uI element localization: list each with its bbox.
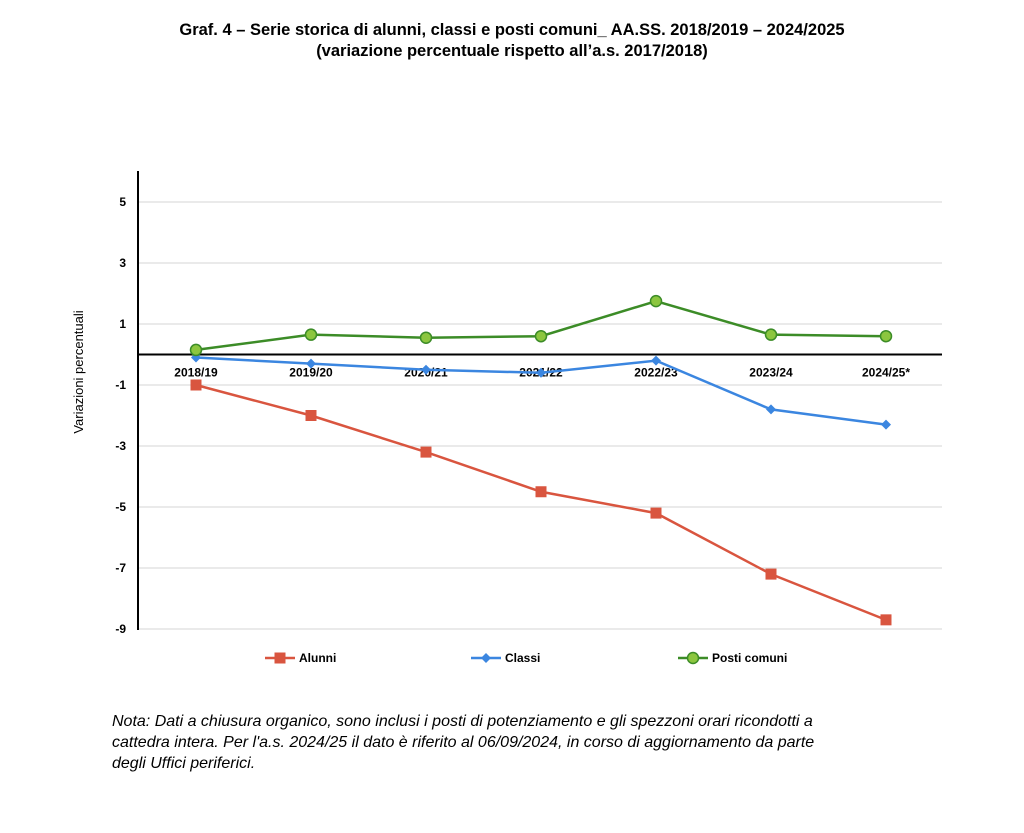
- data-point-alunni: [880, 614, 892, 626]
- data-point-classi: [881, 419, 891, 430]
- series-layer: [189, 294, 893, 626]
- legend-marker: [686, 651, 700, 665]
- grid-lines: [138, 201, 942, 630]
- footnote-line-1: Nota: Dati a chiusura organico, sono inc…: [112, 713, 813, 730]
- legend-item-posti-comuni: Posti comuni: [678, 651, 787, 665]
- y-tick-labels: 5 3 1 -1 -3 -5 -7 -9: [115, 195, 126, 636]
- chart-subtitle: (variazione percentuale rispetto all’a.s…: [316, 42, 708, 60]
- x-tick-label: 2023/24: [749, 366, 793, 380]
- x-tick-label: 2019/20: [289, 366, 333, 380]
- y-tick-label: 1: [119, 317, 126, 331]
- data-point-classi: [421, 364, 431, 375]
- legend-item-alunni: Alunni: [265, 651, 336, 665]
- y-tick-label: -9: [115, 622, 126, 636]
- legend-label: Posti comuni: [712, 651, 787, 665]
- footnote-line-3: degli Uffici periferici.: [112, 755, 256, 772]
- data-point-posti-comuni: [649, 294, 663, 308]
- legend: Alunni Classi Posti comuni: [265, 651, 787, 665]
- data-point-posti-comuni: [419, 331, 433, 344]
- data-point-classi: [651, 355, 661, 366]
- data-point-alunni: [535, 486, 547, 498]
- footnote-line-2: cattedra intera. Per l'a.s. 2024/25 il d…: [112, 734, 815, 751]
- data-point-alunni: [190, 379, 202, 391]
- data-point-classi: [306, 358, 316, 369]
- data-point-classi: [766, 404, 776, 415]
- data-point-classi: [536, 367, 546, 378]
- y-tick-label: -5: [115, 500, 126, 514]
- series-posti-comuni: [189, 294, 893, 357]
- legend-item-classi: Classi: [471, 651, 540, 665]
- x-tick-label: 2022/23: [634, 366, 678, 380]
- data-point-posti-comuni: [879, 329, 893, 343]
- data-point-posti-comuni: [764, 328, 778, 341]
- legend-marker: [481, 653, 491, 663]
- series-alunni: [190, 379, 892, 626]
- x-tick-label: 2024/25*: [862, 366, 910, 380]
- legend-marker: [274, 652, 286, 664]
- data-point-posti-comuni: [304, 328, 318, 341]
- legend-label: Alunni: [299, 651, 336, 665]
- chart-title: Graf. 4 – Serie storica di alunni, class…: [179, 21, 845, 39]
- y-tick-label: -7: [115, 561, 126, 575]
- data-point-alunni: [305, 410, 317, 421]
- chart-title-block: Graf. 4 – Serie storica di alunni, class…: [0, 20, 1024, 62]
- series-line-posti-comuni: [195, 299, 887, 352]
- data-point-alunni: [650, 507, 662, 519]
- legend-label: Classi: [505, 651, 540, 665]
- y-tick-label: -3: [115, 439, 126, 453]
- series-line-alunni: [195, 383, 887, 622]
- axes: [137, 171, 942, 630]
- y-axis-label: Variazioni percentuali: [71, 310, 86, 433]
- data-point-posti-comuni: [189, 343, 203, 357]
- series-classi: [191, 352, 891, 430]
- y-tick-label: -1: [115, 378, 126, 392]
- data-point-alunni: [420, 446, 432, 458]
- data-point-alunni: [765, 568, 777, 580]
- footnote: Nota: Dati a chiusura organico, sono inc…: [112, 711, 962, 774]
- data-point-posti-comuni: [534, 329, 548, 343]
- y-tick-label: 3: [119, 256, 126, 270]
- x-tick-label: 2018/19: [174, 366, 218, 380]
- y-tick-label: 5: [119, 195, 126, 209]
